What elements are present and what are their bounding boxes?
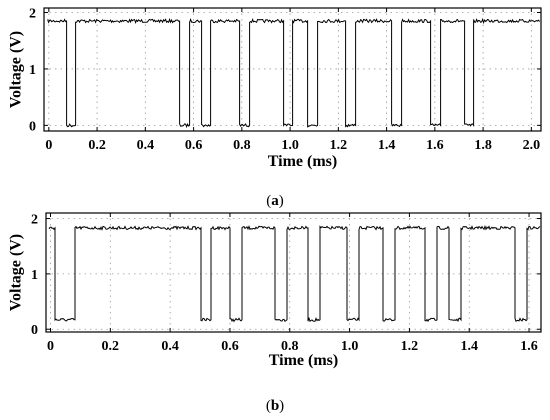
panel-label-b: (b)	[266, 398, 284, 414]
grid-lines-b	[46, 213, 541, 332]
x-tick-label: 1.6	[520, 339, 538, 354]
x-tick-label: 0.2	[88, 138, 106, 153]
y-tick-label: 2	[29, 7, 36, 22]
x-tick-label: 1.0	[281, 138, 299, 153]
x-tick-label: 0.4	[161, 339, 179, 354]
x-tick-label: 1.0	[341, 339, 359, 354]
ticks-a: 0 0.2 0.4 0.6 0.8 1.0 1.2 1.4 1.6 1.8 2.0 0 1 2	[29, 7, 541, 153]
x-tick-label: 1.6	[426, 138, 444, 153]
x-tick-label: 1.4	[460, 339, 478, 354]
y-tick-label: 0	[29, 119, 36, 134]
x-tick-label: 0.6	[221, 339, 239, 354]
x-tick-label: 0.8	[281, 339, 299, 354]
chart-panel-b: 0 0.2 0.4 0.6 0.8 1.0 1.2 1.4 1.6 0 1 2 Time (ms) V…	[8, 212, 542, 414]
y-tick-label: 2	[31, 213, 38, 228]
y-tick-label: 1	[31, 268, 38, 283]
ticks-b: 0 0.2 0.4 0.6 0.8 1.0 1.2 1.4 1.6 0 1 2	[31, 213, 541, 354]
x-tick-label: 0	[45, 138, 52, 153]
y-tick-label: 0	[31, 323, 38, 338]
x-tick-label: 1.2	[330, 138, 348, 153]
plot-frame-a	[43, 7, 542, 132]
x-tick-label: 0.4	[137, 138, 155, 153]
chart-panel-a: 0 0.2 0.4 0.6 0.8 1.0 1.2 1.4 1.6 1.8 2.0 0 1 2 Time …	[8, 7, 542, 209]
x-tick-label: 2.0	[523, 138, 541, 153]
plot-frame-b	[45, 212, 542, 333]
x-tick-label: 1.2	[401, 339, 419, 354]
y-axis-label-a: Voltage (V)	[8, 31, 25, 108]
y-axis-label-b: Voltage (V)	[8, 234, 25, 311]
x-tick-label: 1.4	[378, 138, 396, 153]
x-tick-label: 0.6	[185, 138, 203, 153]
x-axis-label-a: Time (ms)	[268, 153, 337, 170]
voltage-trace-a	[47, 17, 541, 129]
y-tick-label: 1	[29, 63, 36, 78]
x-tick-label: 0	[47, 339, 54, 354]
x-tick-label: 0.8	[233, 138, 251, 153]
x-tick-label: 1.8	[474, 138, 492, 153]
voltage-trace-b	[48, 224, 541, 323]
panel-label-a: (a)	[266, 193, 284, 209]
x-tick-label: 0.2	[102, 339, 120, 354]
x-axis-label-b: Time (ms)	[269, 352, 338, 369]
